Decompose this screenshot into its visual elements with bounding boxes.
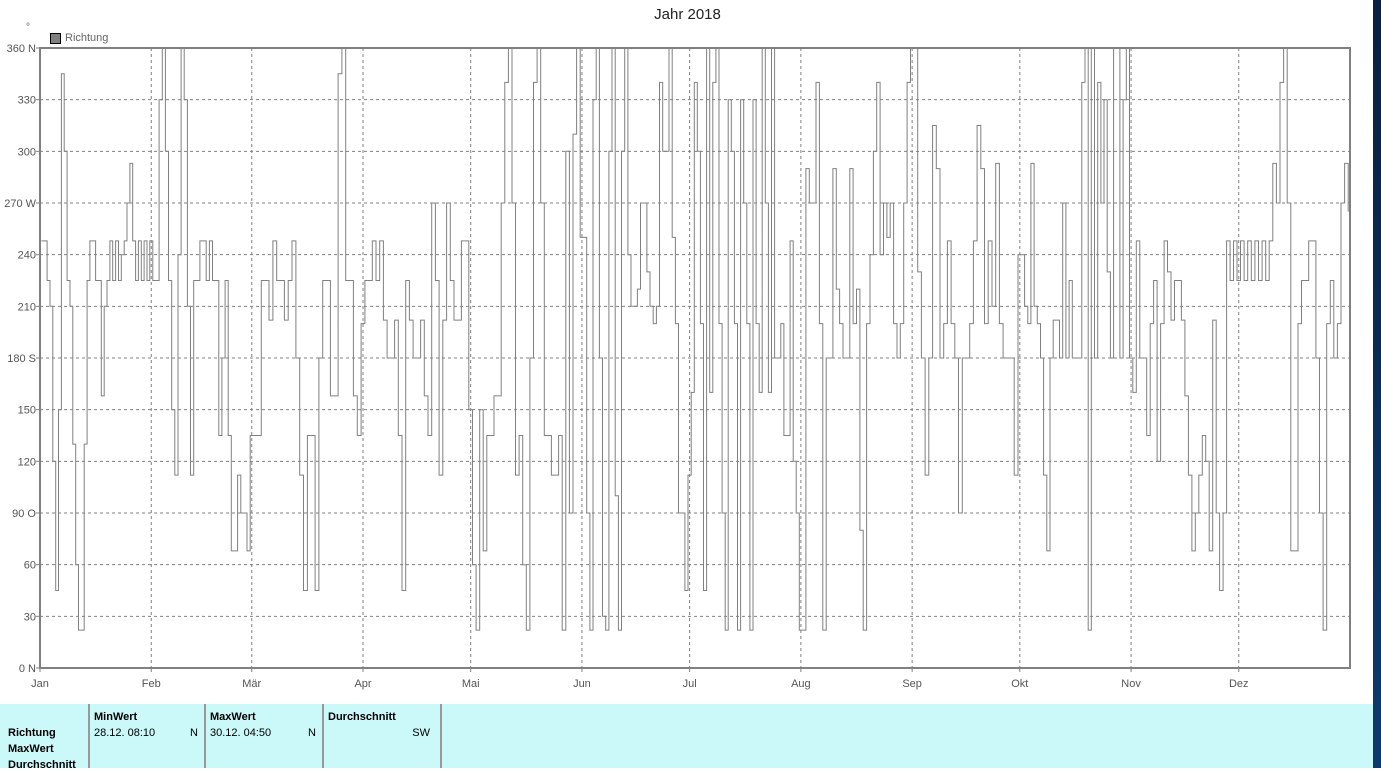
plot-frame (39, 47, 1351, 669)
maxwert-column: MaxWert 30.12. 04:50 N (206, 704, 324, 768)
chart-title: Jahr 2018 (654, 6, 721, 23)
row-label: Durchschnitt (8, 759, 76, 771)
avg-direction: SW (412, 727, 430, 739)
y-tick-label: 120 (18, 456, 36, 468)
min-value: 28.12. 08:10 (94, 727, 156, 739)
direction-chart: 0 N 30 60 90 O 120 150 180 S 210 240 270 W 300 330 3… (4, 43, 1351, 690)
legend-swatch (50, 32, 61, 44)
x-tick-label: Jun (573, 678, 591, 690)
column-header: MaxWert (210, 711, 256, 723)
y-tick-label: 90 O (12, 508, 36, 520)
y-tick-label: 30 (24, 611, 36, 623)
x-tick-label: Aug (791, 678, 811, 690)
y-tick-label: 150 (18, 405, 36, 417)
legend: Richtung (50, 32, 108, 44)
column-header: Durchschnitt (328, 711, 396, 723)
series-line-richtung (41, 47, 1349, 631)
y-tick-label: 180 S (7, 353, 36, 365)
x-tick-label: Sep (902, 678, 922, 690)
row-label-column: Richtung MaxWert Durchschnitt (0, 704, 90, 771)
column-header: MinWert (94, 711, 138, 723)
y-tick-label: 240 (18, 250, 36, 262)
y-tick-label: 210 (18, 301, 36, 313)
row-label: MaxWert (8, 743, 54, 755)
stats-table: Richtung MaxWert Durchschnitt MinWert 28… (0, 704, 1373, 771)
y-tick-label: 0 N (19, 663, 36, 675)
minwert-column: MinWert 28.12. 08:10 N (90, 704, 206, 768)
x-tick-label: Okt (1011, 678, 1028, 690)
row-label: Richtung (8, 727, 56, 739)
x-tick-label: Apr (354, 678, 371, 690)
y-tick-label: 360 N (7, 43, 36, 55)
durchschnitt-column: Durchschnitt SW (324, 704, 442, 768)
legend-label: Richtung (65, 32, 109, 44)
window-edge (1373, 0, 1381, 768)
max-value: 30.12. 04:50 (210, 727, 272, 739)
x-tick-label: Jan (31, 678, 49, 690)
y-tick-label: 300 (18, 146, 36, 158)
y-tick-label: 270 W (4, 198, 36, 210)
y-unit-symbol: ° (26, 22, 30, 33)
x-tick-label: Jul (683, 678, 697, 690)
y-tick-label: 60 (24, 560, 36, 572)
min-direction: N (190, 727, 198, 739)
x-tick-label: Nov (1121, 678, 1141, 690)
x-tick-label: Feb (142, 678, 161, 690)
y-tick-label: 330 (18, 95, 36, 107)
x-tick-label: Mär (242, 678, 261, 690)
x-tick-label: Dez (1229, 678, 1249, 690)
max-direction: N (308, 727, 316, 739)
x-tick-label: Mai (462, 678, 480, 690)
